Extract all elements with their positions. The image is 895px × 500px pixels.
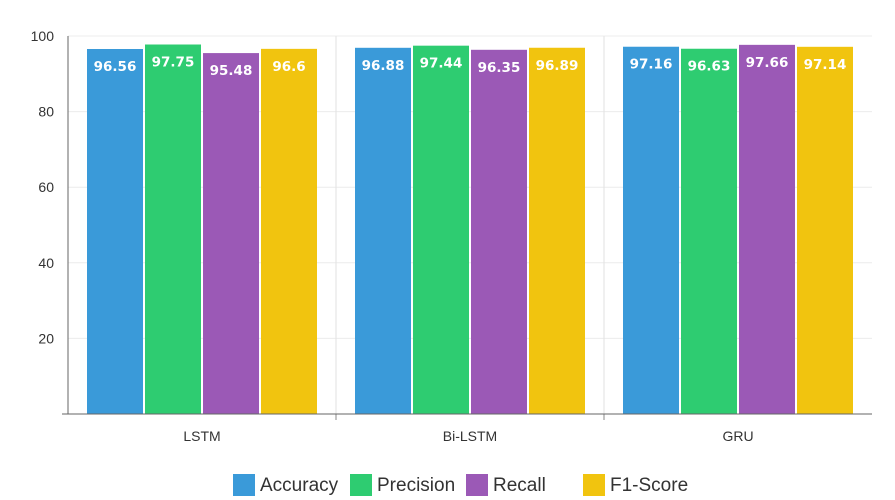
bar-gru-recall	[739, 44, 795, 414]
x-tick-label-gru: GRU	[722, 428, 753, 444]
data-label-bi-lstm-recall: 96.35	[478, 60, 521, 76]
bar-bi-lstm-accuracy	[355, 47, 411, 414]
data-label-lstm-precision: 97.75	[152, 55, 195, 71]
bar-lstm-accuracy	[87, 49, 143, 414]
legend-swatch-f1-score	[583, 474, 605, 496]
data-label-lstm-recall: 95.48	[210, 63, 253, 79]
data-label-bi-lstm-f1-score: 96.89	[536, 58, 579, 74]
data-label-bi-lstm-precision: 97.44	[420, 56, 463, 72]
x-tick-label-bi-lstm: Bi-LSTM	[443, 428, 497, 444]
grid-lines	[68, 35, 872, 420]
y-tick-label-60: 60	[38, 179, 54, 195]
data-label-lstm-accuracy: 96.56	[94, 59, 137, 75]
legend-label-f1-score: F1-Score	[610, 475, 688, 496]
x-tick-label-lstm: LSTM	[183, 428, 220, 444]
data-label-gru-accuracy: 97.16	[630, 57, 673, 73]
bar-bi-lstm-precision	[413, 45, 469, 415]
bar-lstm-f1-score	[261, 48, 317, 415]
bar-lstm-recall	[203, 53, 259, 414]
legend-swatch-precision	[350, 474, 372, 496]
legend: Accuracy Precision Recall F1-Score	[233, 474, 688, 496]
x-tick-labels: LSTM Bi-LSTM GRU	[183, 428, 753, 444]
legend-label-recall: Recall	[493, 475, 546, 496]
legend-label-accuracy: Accuracy	[260, 475, 339, 496]
y-tick-label-40: 40	[38, 255, 54, 271]
bar-gru-accuracy	[623, 46, 679, 414]
data-label-lstm-f1-score: 96.6	[272, 59, 305, 75]
data-label-gru-recall: 97.66	[746, 55, 789, 71]
legend-swatch-accuracy	[233, 474, 255, 496]
data-label-bi-lstm-accuracy: 96.88	[362, 58, 405, 74]
axes	[62, 36, 872, 415]
bar-bi-lstm-recall	[471, 49, 527, 415]
y-tick-labels: 20 40 60 80 100	[31, 28, 55, 346]
bar-bi-lstm-f1-score	[529, 47, 585, 414]
y-tick-label-80: 80	[38, 104, 54, 120]
y-tick-label-100: 100	[31, 28, 55, 44]
bars	[87, 44, 853, 415]
bar-gru-f1-score	[797, 46, 853, 415]
y-tick-label-20: 20	[38, 330, 54, 346]
bar-lstm-precision	[145, 44, 201, 414]
bar-gru-precision	[681, 48, 737, 415]
legend-label-precision: Precision	[377, 475, 455, 496]
data-labels: 96.56 97.75 95.48 96.6 96.88 97.44 96.35 96.89 9…	[94, 55, 847, 80]
legend-swatch-recall	[466, 474, 488, 496]
data-label-gru-precision: 96.63	[688, 59, 731, 75]
data-label-gru-f1-score: 97.14	[804, 57, 847, 73]
